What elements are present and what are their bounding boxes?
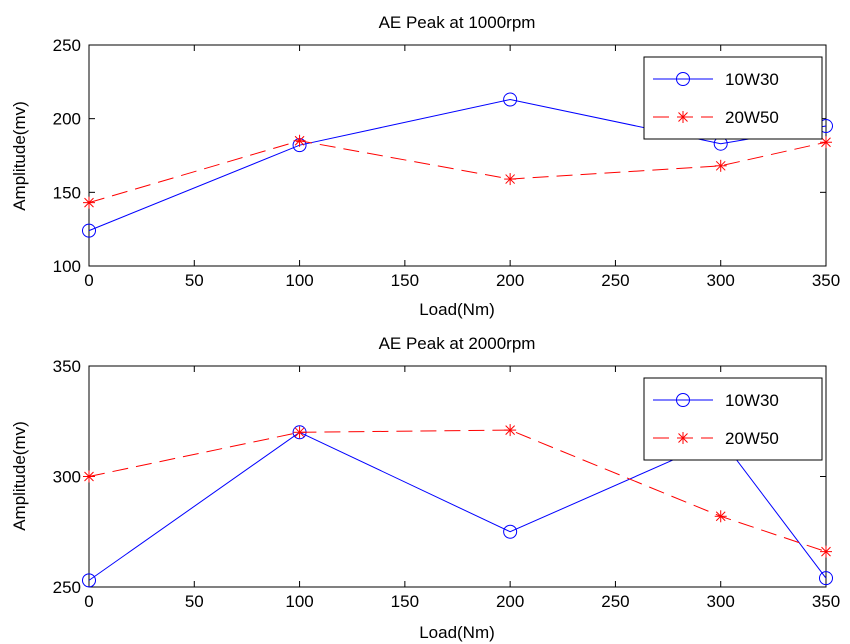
x-tick-label: 300 (707, 592, 735, 611)
data-point (83, 196, 95, 209)
data-point (82, 223, 96, 238)
x-axis-label: Load(Nm) (419, 623, 495, 642)
axis-ticks: 0 50 100 150 200 250 300 350 250 300 350 (53, 357, 841, 611)
y-tick-label: 150 (53, 183, 81, 202)
axis-ticks: 0 50 100 150 200 250 300 350 100 150 200 250 (53, 36, 841, 290)
series-10W30 (82, 425, 833, 588)
series-line (88, 431, 827, 581)
data-point (819, 571, 833, 586)
y-tick-label: 350 (53, 357, 81, 376)
legend-marker (676, 393, 690, 407)
series-20W50 (83, 134, 832, 209)
chart-title: AE Peak at 1000rpm (379, 13, 536, 32)
x-tick-label: 350 (812, 271, 840, 290)
data-point (503, 92, 518, 107)
data-point (714, 159, 727, 172)
x-tick-label: 300 (707, 271, 735, 290)
data-point (293, 134, 306, 147)
legend-label: 20W50 (725, 108, 779, 127)
data-point (83, 470, 95, 483)
x-tick-label: 250 (601, 592, 629, 611)
data-point (820, 545, 832, 558)
legend-label: 10W30 (725, 70, 779, 89)
legend-marker (676, 72, 690, 86)
legend-marker (677, 111, 689, 123)
y-tick-label: 300 (53, 468, 81, 487)
legend: 10W30 20W50 (643, 56, 823, 140)
y-tick-label: 200 (53, 110, 81, 129)
data-point (820, 136, 832, 149)
x-tick-label: 350 (812, 592, 840, 611)
x-tick-label: 50 (185, 271, 204, 290)
data-point (504, 173, 517, 186)
data-point (503, 524, 518, 539)
legend-marker (677, 432, 689, 444)
legend-label: 10W30 (725, 391, 779, 410)
series-layer (82, 424, 833, 588)
x-tick-label: 100 (285, 271, 313, 290)
x-tick-label: 200 (496, 592, 524, 611)
legend-label: 20W50 (725, 429, 779, 448)
data-point (293, 426, 306, 439)
x-tick-label: 0 (84, 271, 93, 290)
y-tick-label: 250 (53, 36, 81, 55)
x-tick-label: 250 (601, 271, 629, 290)
legend-box (643, 56, 823, 140)
y-tick-label: 100 (53, 257, 81, 276)
x-tick-label: 200 (496, 271, 524, 290)
data-point (82, 573, 96, 588)
subplot-1000rpm: AE Peak at 1000rpm Load(Nm) Amplitude(mv… (10, 13, 840, 319)
subplot-2000rpm: AE Peak at 2000rpm Load(Nm) Amplitude(mv… (10, 334, 840, 642)
x-tick-label: 50 (185, 592, 204, 611)
legend: 10W30 20W50 (643, 377, 823, 461)
x-tick-label: 150 (391, 592, 419, 611)
legend-box (643, 377, 823, 461)
x-axis-label: Load(Nm) (419, 300, 495, 319)
series-20W50 (83, 424, 832, 558)
chart-title: AE Peak at 2000rpm (379, 334, 536, 353)
data-point (504, 424, 517, 437)
y-tick-label: 250 (53, 578, 81, 597)
x-tick-label: 0 (84, 592, 93, 611)
y-axis-label: Amplitude(mv) (10, 421, 29, 531)
x-tick-label: 100 (285, 592, 313, 611)
data-point (714, 510, 727, 523)
y-axis-label: Amplitude(mv) (10, 101, 29, 211)
x-tick-label: 150 (391, 271, 419, 290)
